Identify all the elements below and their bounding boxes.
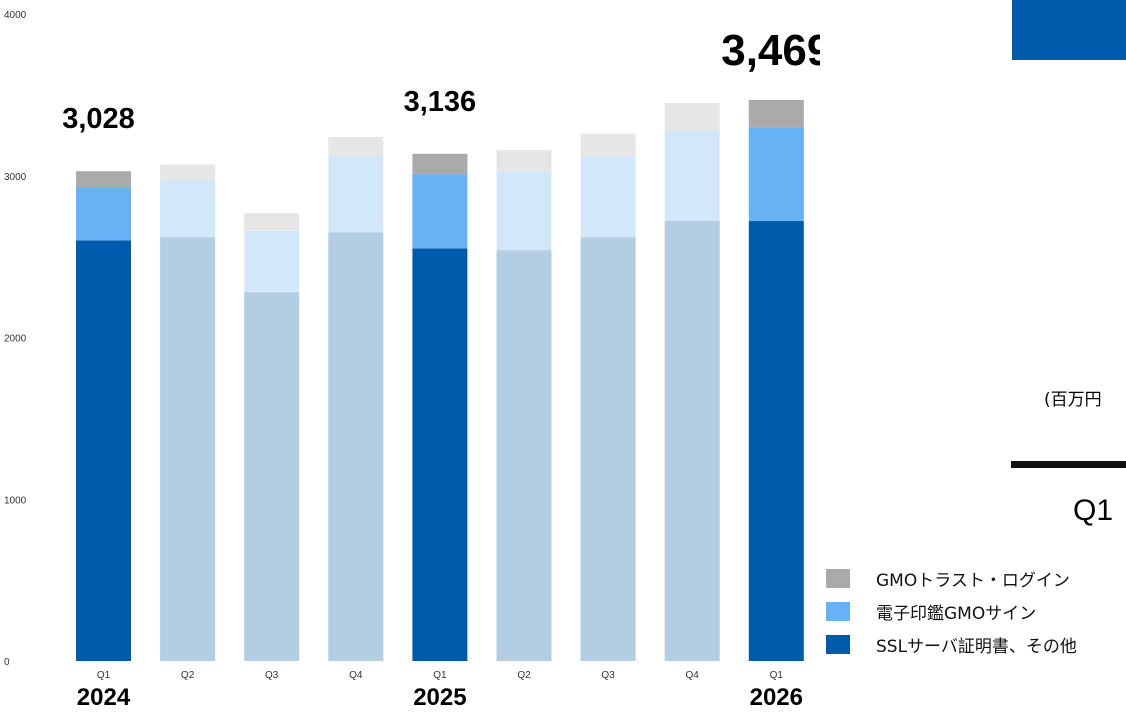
bar-segment bbox=[412, 174, 468, 249]
bar-segment bbox=[412, 248, 468, 661]
bar-segment bbox=[244, 292, 300, 661]
bar-segment bbox=[496, 250, 552, 661]
unit-label: (百万円 bbox=[1044, 390, 1102, 410]
bar-segment bbox=[580, 237, 636, 661]
bar-segment bbox=[76, 171, 131, 188]
bar-segment bbox=[76, 240, 131, 661]
stacked-bar-chart: 0 1000 2000 3000 4000 Q1 Q2 Q3 Q4 Q1 Q2 Q3 Q4 Q1 2024 2… bbox=[4, 10, 820, 711]
legend-label: GMOトラスト・ログイン bbox=[876, 571, 1070, 591]
x-tick-label: Q1 bbox=[433, 670, 447, 681]
divider-line bbox=[1011, 461, 1126, 468]
bar-segment bbox=[244, 230, 300, 293]
x-tick-label: Q1 bbox=[97, 670, 111, 681]
bar-segment bbox=[664, 221, 720, 662]
bar-segment bbox=[748, 99, 804, 128]
legend-swatch bbox=[826, 602, 850, 621]
bar-segment bbox=[328, 156, 384, 233]
bar-segment bbox=[664, 102, 720, 131]
y-tick-label: 0 bbox=[4, 657, 10, 668]
bar-segment bbox=[328, 232, 384, 662]
total-label: 3,469 bbox=[721, 26, 820, 75]
quarter-label: Q1 bbox=[1073, 494, 1114, 527]
y-tick-label: 1000 bbox=[4, 495, 27, 506]
total-label: 3,028 bbox=[62, 103, 135, 135]
x-tick-label: Q4 bbox=[686, 670, 700, 681]
bar-segment bbox=[664, 130, 720, 222]
y-tick-label: 2000 bbox=[4, 334, 27, 345]
x-tick-label: Q1 bbox=[770, 670, 784, 681]
bar-segment bbox=[328, 136, 384, 157]
legend-item-trust-login: GMOトラスト・ログイン bbox=[826, 562, 1077, 595]
y-tick-label: 4000 bbox=[4, 10, 27, 21]
legend-swatch bbox=[826, 635, 850, 654]
year-label: 2024 bbox=[77, 684, 131, 711]
bar-segment bbox=[580, 133, 636, 157]
bar-segment bbox=[160, 237, 216, 661]
legend-swatch bbox=[826, 569, 850, 588]
year-label: 2025 bbox=[413, 684, 466, 711]
legend: GMOトラスト・ログイン 電子印鑑GMOサイン SSLサーバ証明書、その他 bbox=[826, 562, 1077, 661]
bar-segment bbox=[496, 170, 552, 251]
y-tick-label: 3000 bbox=[4, 172, 27, 183]
bar-segment bbox=[412, 153, 468, 175]
x-tick-label: Q2 bbox=[181, 670, 195, 681]
total-label: 3,136 bbox=[404, 86, 477, 118]
legend-item-ssl: SSLサーバ証明書、その他 bbox=[826, 628, 1077, 661]
x-tick-label: Q3 bbox=[601, 670, 615, 681]
bar-segment bbox=[76, 187, 131, 241]
year-label: 2026 bbox=[750, 684, 803, 711]
bar-segment bbox=[748, 221, 804, 662]
bar-segment bbox=[748, 127, 804, 222]
bar-segment bbox=[244, 212, 300, 231]
legend-label: 電子印鑑GMOサイン bbox=[876, 604, 1037, 624]
bar-segment bbox=[496, 149, 552, 171]
x-tick-label: Q4 bbox=[349, 670, 363, 681]
legend-item-gmo-sign: 電子印鑑GMOサイン bbox=[826, 595, 1077, 628]
x-tick-label: Q2 bbox=[517, 670, 531, 681]
header-color-block bbox=[1012, 0, 1126, 60]
legend-label: SSLサーバ証明書、その他 bbox=[876, 637, 1077, 657]
bar-segment bbox=[160, 180, 216, 238]
bar-segment bbox=[580, 156, 636, 238]
bar-segment bbox=[160, 164, 216, 181]
x-tick-label: Q3 bbox=[265, 670, 279, 681]
